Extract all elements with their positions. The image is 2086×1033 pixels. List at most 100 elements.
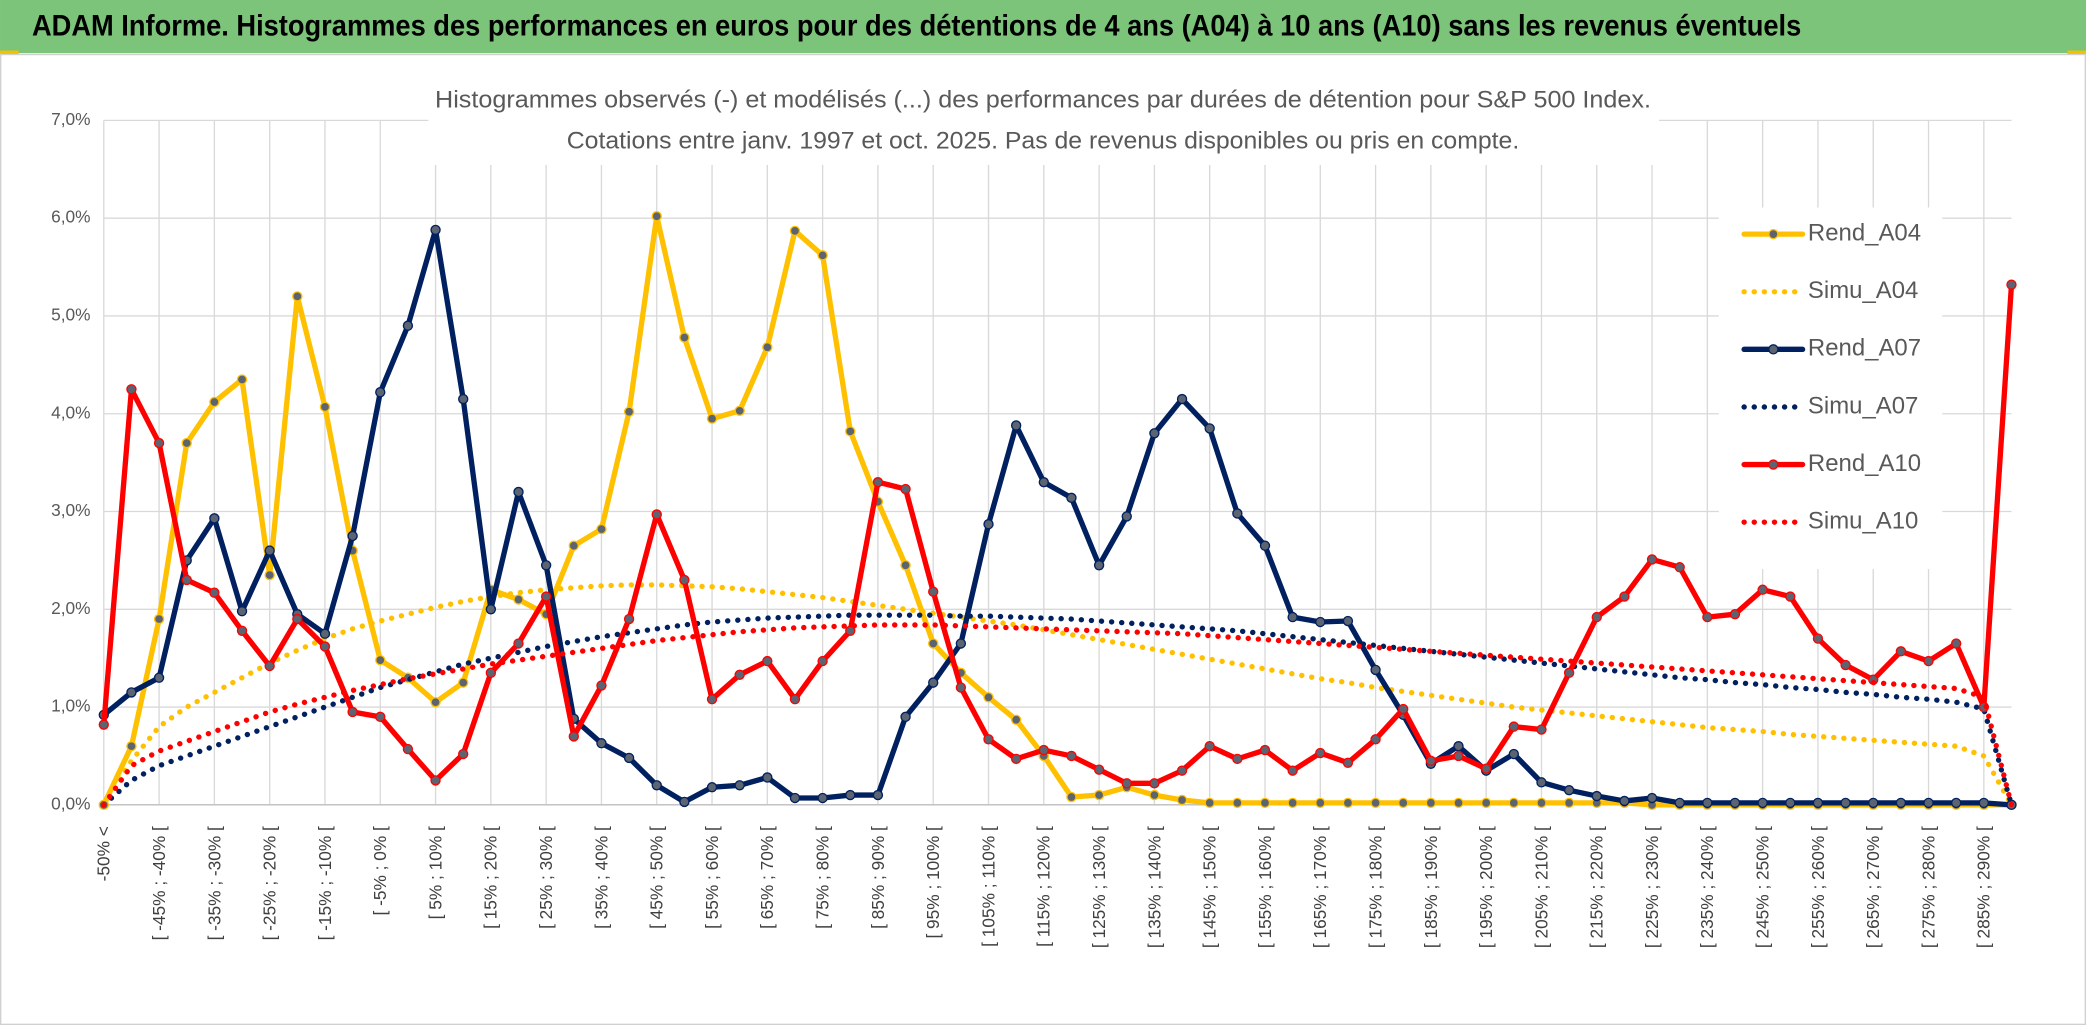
- data-point: [1453, 750, 1464, 762]
- data-point: [402, 743, 414, 755]
- data-point: [375, 711, 386, 723]
- data-point: [1342, 757, 1354, 768]
- data-point: [1066, 492, 1077, 504]
- data-point: [1785, 591, 1796, 602]
- data-point: [762, 342, 773, 353]
- data-point: [1342, 797, 1354, 809]
- data-point: [1066, 750, 1077, 762]
- data-point: [872, 789, 884, 801]
- data-point: [458, 677, 469, 688]
- data-point: [1480, 763, 1492, 774]
- x-tick-label: [ 45% ; 50% [: [647, 826, 667, 929]
- data-point: [762, 772, 773, 783]
- data-point: [1563, 784, 1575, 796]
- series-line: [101, 582, 2015, 808]
- data-point: [734, 669, 745, 680]
- data-point: [1619, 591, 1630, 602]
- data-point: [347, 706, 358, 718]
- data-point: [734, 780, 745, 791]
- data-point: [1232, 797, 1243, 809]
- data-point: [1149, 789, 1160, 801]
- data-point: [1010, 714, 1022, 725]
- data-point: [706, 782, 718, 793]
- title-background: [428, 79, 1659, 165]
- data-point: [375, 387, 386, 398]
- data-point: [1508, 748, 1520, 760]
- legend-label: Rend_A07: [1808, 335, 1921, 362]
- data-point: [1093, 764, 1105, 775]
- data-point: [1674, 562, 1685, 573]
- data-point: [319, 628, 331, 639]
- x-tick-label: [ -5% ; 0% [: [370, 826, 390, 916]
- data-point: [1646, 554, 1658, 565]
- x-tick-label: -50% <: [94, 826, 114, 881]
- data-point: [817, 792, 828, 804]
- y-tick-label: 0,0%: [51, 793, 90, 813]
- data-point: [1066, 791, 1077, 803]
- x-tick-label: [ 135% ; 140% [: [1144, 826, 1164, 948]
- x-tick-label: [ 115% ; 120% [: [1034, 826, 1054, 947]
- legend-marker: [1768, 344, 1779, 355]
- x-tick-label: [ 165% ; 170% [: [1310, 826, 1330, 948]
- data-point: [817, 655, 828, 667]
- data-point: [1259, 744, 1271, 756]
- data-point: [845, 426, 856, 437]
- data-point: [789, 792, 801, 804]
- data-point: [236, 625, 248, 636]
- data-point: [1950, 797, 1962, 809]
- data-point: [679, 332, 690, 343]
- x-tick-label: [ 155% ; 160% [: [1255, 826, 1275, 948]
- y-tick-label: 6,0%: [51, 207, 90, 227]
- data-point: [513, 594, 524, 605]
- x-tick-label: [ 205% ; 210% [: [1531, 826, 1551, 948]
- x-tick-label: [ 5% ; 10% [: [425, 826, 445, 919]
- data-point: [1010, 753, 1022, 765]
- x-tick-label: [ 275% ; 280% [: [1918, 826, 1938, 948]
- data-point: [955, 638, 967, 649]
- x-tick-label: [ 185% ; 190% [: [1421, 826, 1441, 948]
- legend-label: Simu_A04: [1808, 277, 1918, 304]
- data-point: [181, 574, 192, 586]
- data-point: [762, 655, 773, 667]
- data-point: [1287, 611, 1298, 623]
- data-point: [375, 654, 386, 666]
- data-point: [817, 250, 828, 261]
- legend-marker: [1768, 459, 1779, 470]
- x-tick-label: [ -45% ; -40% [: [149, 826, 169, 940]
- x-tick-label: [ 95% ; 100% [: [923, 826, 943, 939]
- legend-label: Simu_A10: [1808, 507, 1918, 534]
- x-tick-label: [ 245% ; 250% [: [1753, 826, 1773, 948]
- legend-label: Rend_A10: [1808, 450, 1921, 477]
- data-point: [1370, 734, 1381, 745]
- data-point: [126, 687, 137, 698]
- data-point: [513, 638, 524, 649]
- data-point: [264, 660, 275, 672]
- data-point: [1176, 765, 1188, 776]
- x-tick-label: [ -35% ; -30% [: [204, 826, 224, 940]
- data-point: [153, 613, 165, 625]
- data-point: [1895, 646, 1907, 657]
- data-point: [1563, 797, 1575, 809]
- data-point: [1204, 423, 1215, 434]
- y-tick-label: 1,0%: [51, 696, 90, 716]
- data-point: [1232, 753, 1243, 765]
- data-point: [1010, 420, 1022, 431]
- data-point: [485, 667, 497, 679]
- data-point: [1812, 797, 1824, 809]
- data-point: [1729, 608, 1741, 620]
- data-point: [1812, 633, 1824, 644]
- data-point: [347, 530, 358, 542]
- data-point: [236, 374, 248, 385]
- data-point: [430, 696, 441, 708]
- data-point: [872, 476, 884, 488]
- data-point: [402, 320, 414, 331]
- header-bar: [0, 0, 2086, 54]
- x-tick-label: [ 125% ; 130% [: [1089, 826, 1109, 948]
- data-point: [1259, 540, 1271, 551]
- data-point: [1536, 777, 1547, 788]
- x-tick-label: [ 195% ; 200% [: [1476, 826, 1496, 948]
- data-point: [485, 604, 497, 615]
- data-point: [181, 437, 192, 449]
- series-line: [101, 227, 2015, 808]
